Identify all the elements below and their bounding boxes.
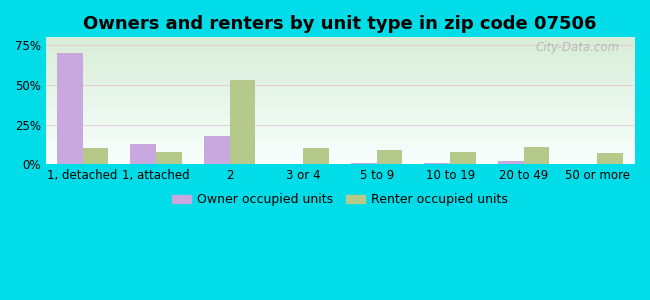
Bar [351,163,377,164]
Bar [597,153,623,164]
Bar [131,144,156,164]
Bar [204,136,229,164]
Text: City-Data.com: City-Data.com [535,41,619,54]
Bar [450,152,476,164]
Bar [524,147,549,164]
Bar [156,152,182,164]
Bar [57,53,83,164]
Legend: Owner occupied units, Renter occupied units: Owner occupied units, Renter occupied un… [167,188,513,211]
Title: Owners and renters by unit type in zip code 07506: Owners and renters by unit type in zip c… [83,15,597,33]
Bar [83,148,109,164]
Bar [377,150,402,164]
Bar [303,148,329,164]
Bar [229,80,255,164]
Bar [498,161,524,164]
Bar [424,163,450,164]
